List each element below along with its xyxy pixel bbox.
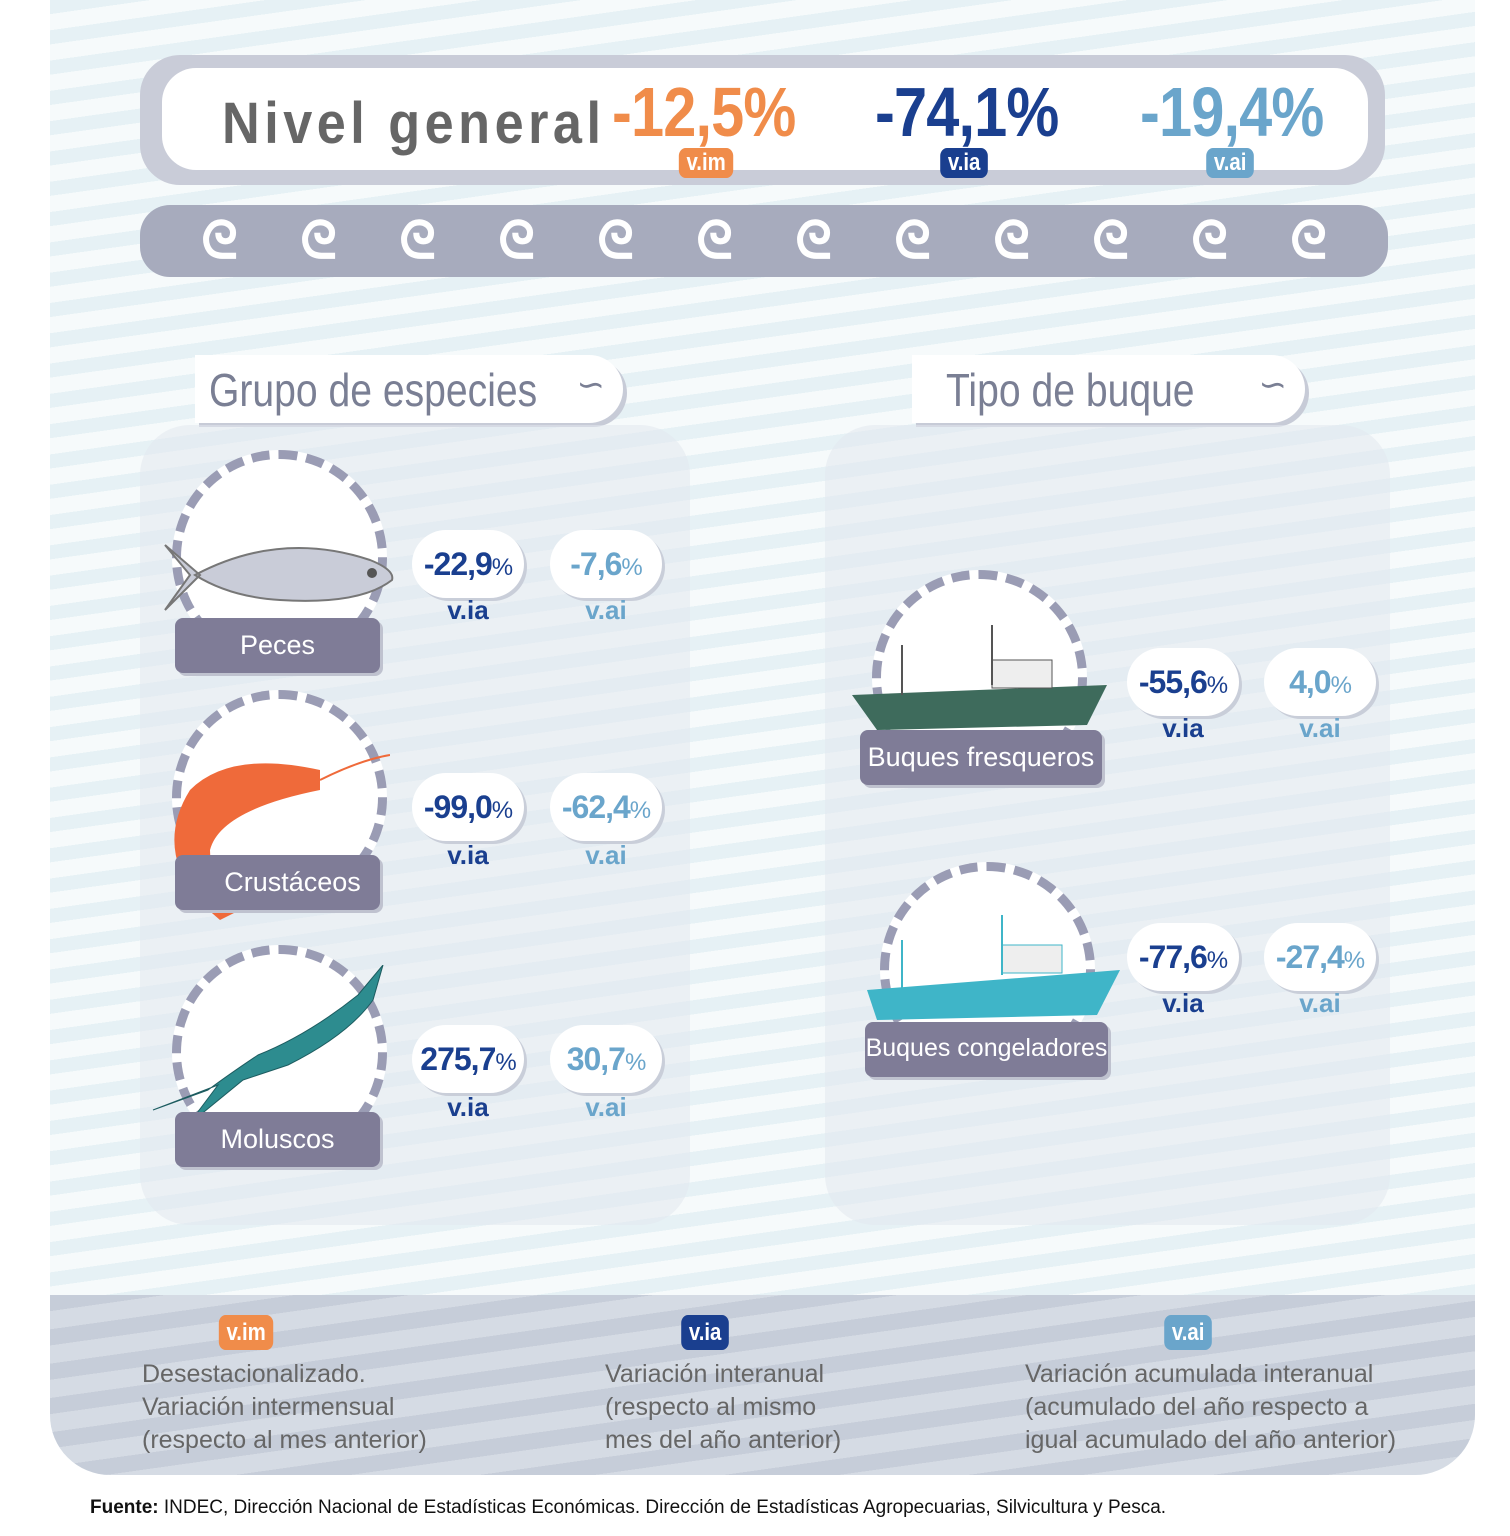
via-label: v.ia bbox=[1162, 713, 1204, 743]
vessel-section-title: Tipo de buque ∽ bbox=[912, 355, 1305, 423]
via-value: -74,1% bbox=[875, 73, 1059, 151]
via-tag: v.ia bbox=[681, 1315, 730, 1350]
vessel-vai-pill: -27,4% bbox=[1264, 923, 1376, 991]
vai-label: v.ai bbox=[585, 840, 627, 870]
vim-value: -12,5% bbox=[612, 73, 796, 151]
legend-text: Variación acumulada interanual bbox=[1025, 1360, 1374, 1388]
species-via-pill: -99,0% bbox=[412, 773, 524, 841]
legend: v.im Desestacionalizado. Variación inter… bbox=[50, 1295, 1475, 1475]
vai-label: v.ai bbox=[585, 1092, 627, 1122]
species-vai-pill: 30,7% bbox=[550, 1025, 662, 1093]
vessel-label: Buques fresqueros bbox=[860, 730, 1102, 785]
legend-text: (respecto al mes anterior) bbox=[142, 1426, 427, 1454]
legend-text: (respecto al mismo bbox=[605, 1393, 817, 1421]
vai-tag: v.ai bbox=[1206, 148, 1255, 178]
vai-tag: v.ai bbox=[1164, 1315, 1213, 1350]
vai-label: v.ai bbox=[1299, 713, 1341, 743]
page-title: Nivel general bbox=[222, 91, 606, 156]
legend-vai: v.ai Variación acumulada interanual (acu… bbox=[1025, 1315, 1396, 1457]
via-label: v.ia bbox=[447, 1092, 489, 1122]
vessel-via-pill: -55,6% bbox=[1127, 648, 1239, 716]
legend-vim: v.im Desestacionalizado. Variación inter… bbox=[142, 1315, 427, 1457]
legend-text: (acumulado del año respecto a bbox=[1025, 1393, 1369, 1421]
legend-text: Variación interanual bbox=[605, 1360, 825, 1388]
vessel-via-pill: -77,6% bbox=[1127, 923, 1239, 991]
vessel-vai-pill: 4,0% bbox=[1264, 648, 1376, 716]
species-vai-pill: -7,6% bbox=[550, 530, 662, 598]
freezer-trawler-icon bbox=[867, 915, 1120, 1020]
species-label: Peces bbox=[175, 618, 380, 673]
via-label: v.ia bbox=[447, 840, 489, 870]
species-label: Moluscos bbox=[175, 1112, 380, 1167]
squid-icon bbox=[152, 965, 384, 1125]
species-section-title: Grupo de especies ∽ bbox=[195, 355, 623, 423]
hook-icon: ∽ bbox=[1258, 366, 1288, 404]
fish-icon bbox=[164, 544, 394, 611]
species-via-pill: -22,9% bbox=[412, 530, 524, 598]
legend-text: Desestacionalizado. bbox=[142, 1360, 366, 1388]
vai-label: v.ai bbox=[1299, 988, 1341, 1018]
vai-label: v.ai bbox=[585, 595, 627, 625]
species-vai-pill: -62,4% bbox=[550, 773, 662, 841]
source-note: Fuente: INDEC, Dirección Nacional de Est… bbox=[90, 1497, 1167, 1518]
legend-text: igual acumulado del año anterior) bbox=[1025, 1426, 1397, 1454]
species-via-pill: 275,7% bbox=[412, 1025, 524, 1093]
via-label: v.ia bbox=[1162, 988, 1204, 1018]
general-level-header: Nivel general -12,5% -74,1% -19,4% v.im … bbox=[140, 55, 1385, 185]
vessel-card bbox=[825, 425, 1390, 1225]
vim-tag: v.im bbox=[678, 148, 734, 178]
species-label: Crustáceos bbox=[175, 855, 380, 910]
fresh-trawler-icon bbox=[852, 625, 1107, 730]
legend-text: Variación intermensual bbox=[142, 1393, 395, 1421]
via-tag: v.ia bbox=[940, 148, 989, 178]
vim-tag: v.im bbox=[218, 1315, 274, 1350]
legend-via: v.ia Variación interanual (respecto al m… bbox=[605, 1315, 841, 1457]
vessel-label: Buques congeladores bbox=[865, 1022, 1108, 1077]
via-label: v.ia bbox=[447, 595, 489, 625]
legend-text: mes del año anterior) bbox=[605, 1426, 842, 1454]
vai-value: -19,4% bbox=[1140, 73, 1324, 151]
hook-icon: ∽ bbox=[576, 366, 606, 404]
